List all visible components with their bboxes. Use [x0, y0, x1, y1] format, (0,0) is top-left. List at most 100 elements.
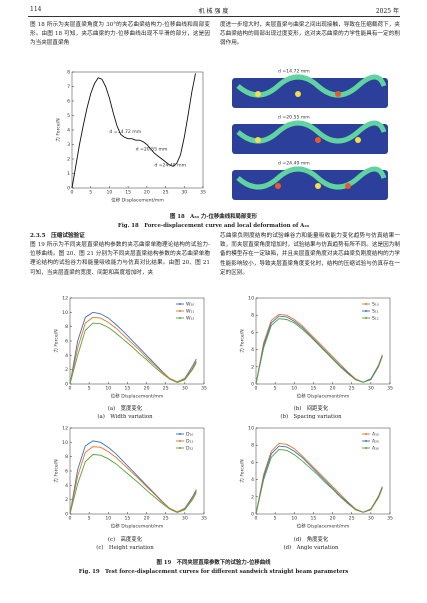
series-line: [255, 445, 383, 515]
paragraph: 芯曲梁负刚度结构的试验峰谷力和能量吸收能力变化趋势与仿真结果一致，而夹层直梁角度…: [220, 233, 400, 276]
chart: 0 5 10 15 20 25 30 35 0 2 4 6 8 10 12 位移 Displacement/m…: [53, 296, 207, 400]
y-tick-label: 2: [65, 367, 68, 373]
x-tick-label: 5: [88, 516, 91, 522]
y-tick-label: 2: [251, 364, 254, 370]
y-tick-label: 8: [251, 313, 254, 319]
x-tick-label: 25: [163, 516, 169, 522]
legend-label: W₁₀: [186, 302, 194, 308]
legend-label: W₁₁: [186, 309, 194, 315]
x-tick-label: 30: [181, 190, 187, 196]
x-tick-label: 15: [124, 386, 130, 392]
y-axis-label: 力 Force/N: [53, 459, 60, 482]
subcaption: (d) 角度变化: [293, 537, 329, 543]
x-tick-label: 25: [349, 386, 355, 392]
y-tick-label: 0: [67, 186, 70, 192]
x-tick-label: 20: [144, 190, 150, 196]
legend-label: D₁₂: [186, 446, 193, 452]
figure-caption: 图 19 不同夹层直梁参数下的试验力-位移曲线: [156, 560, 271, 566]
x-tick-label: 0: [255, 516, 258, 522]
y-tick-label: 5: [67, 113, 70, 119]
y-tick-label: 8: [67, 70, 70, 76]
journal-name: 机 械 强 度: [198, 8, 229, 15]
y-tick-label: 10: [62, 310, 68, 316]
deformation-1: [232, 74, 388, 108]
y-tick-label: 10: [248, 296, 254, 302]
x-tick-label: 35: [201, 516, 207, 522]
x-tick-label: 35: [387, 386, 393, 392]
x-tick-label: 35: [201, 386, 207, 392]
deformation-label: d =14.72 mm: [278, 69, 310, 75]
paragraph: 图 19 所示为不同夹层直梁结构参数的夹芯曲梁单胞理论结构的试验力-位移曲线。图…: [30, 242, 210, 276]
y-axis-label: 力 Force/N: [55, 118, 62, 141]
legend-marker: [365, 433, 367, 435]
legend-label: D₁₀: [186, 432, 193, 438]
subcaption: (b) 间距变化: [293, 406, 329, 412]
x-tick-label: 10: [291, 386, 297, 392]
y-tick-label: 10: [248, 426, 254, 432]
chart: 0 5 10 15 20 25 30 35 0 2 4 6 8 10 12 位移 Displacement/m…: [53, 426, 207, 530]
legend-marker: [179, 303, 181, 305]
x-axis-label: 位移 Displacement/mm: [111, 197, 164, 204]
series-line: [255, 313, 383, 385]
y-tick-label: 0: [65, 382, 68, 388]
legend-marker: [365, 440, 367, 442]
subcaption-en: (c) Height variation: [96, 545, 154, 551]
x-tick-label: 30: [182, 386, 188, 392]
x-tick-label: 5: [88, 386, 91, 392]
x-tick-label: 0: [255, 386, 258, 392]
series-line: [69, 446, 197, 515]
x-tick-label: 10: [105, 386, 111, 392]
annotation: d =14.72 mm: [109, 129, 141, 135]
series-line: [69, 440, 197, 515]
y-axis-label: 力 Force/N: [239, 329, 246, 352]
x-tick-label: 25: [163, 386, 169, 392]
plot-frame: [255, 427, 391, 515]
legend-marker: [179, 433, 181, 435]
legend-marker: [365, 310, 367, 312]
y-tick-label: 12: [62, 426, 68, 432]
x-tick-label: 5: [89, 190, 92, 196]
x-tick-label: 25: [163, 190, 169, 196]
header-rule: [28, 16, 400, 17]
series-line: [69, 316, 197, 385]
y-tick-label: 2: [65, 497, 68, 503]
x-tick-label: 5: [274, 516, 277, 522]
page-number: 114: [30, 6, 42, 13]
y-axis-label: 力 Force/N: [53, 329, 60, 352]
y-tick-label: 6: [65, 339, 68, 345]
deformation-label: d =20.55 mm: [278, 115, 310, 121]
subcaption: (c) 高度变化: [107, 537, 143, 543]
x-axis-label: 位移 Displacement/mm: [297, 523, 350, 530]
year: 2025 年: [375, 8, 399, 15]
series-line: [255, 449, 383, 515]
x-tick-label: 35: [387, 516, 393, 522]
series-line: [255, 318, 383, 385]
subcaption-en: (b) Spacing variation: [280, 414, 342, 420]
x-tick-label: 0: [69, 386, 72, 392]
legend-label: S₁₂: [372, 316, 379, 322]
paragraph: 度进一步增大时，夹层直梁与曲梁之间出现接触，导致在压缩载荷下，夹芯曲梁结构的局部…: [220, 22, 400, 47]
annotation: d =24.49 mm: [154, 162, 186, 168]
x-tick-label: 20: [144, 516, 150, 522]
y-tick-label: 2: [67, 157, 70, 163]
legend-marker: [179, 440, 181, 442]
series-line: [69, 454, 197, 515]
y-tick-label: 10: [62, 440, 68, 446]
y-tick-label: 0: [65, 512, 68, 518]
y-tick-label: 3: [67, 142, 70, 148]
x-axis-label: 位移 Displacement/mm: [297, 393, 350, 400]
y-tick-label: 7: [67, 84, 70, 90]
legend-marker: [179, 317, 181, 319]
legend-label: S₁₁: [372, 309, 379, 315]
deformation-2: [232, 120, 388, 154]
y-axis-label: 力 Force/N: [239, 459, 246, 482]
y-tick-label: 6: [65, 469, 68, 475]
x-tick-label: 15: [310, 516, 316, 522]
legend-marker: [365, 447, 367, 449]
y-tick-label: 0: [251, 382, 254, 388]
series-line: [255, 315, 383, 385]
x-tick-label: 0: [69, 516, 72, 522]
subcaption: (a) 宽度变化: [107, 406, 143, 412]
